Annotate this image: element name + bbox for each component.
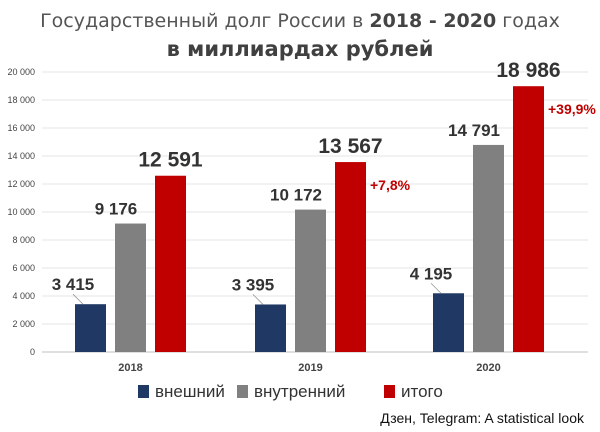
label-leader-line <box>252 294 264 305</box>
x-tick-label: 2020 <box>476 362 500 374</box>
bar-итого-2019 <box>335 162 366 352</box>
source-note: Дзен, Telegram: A statistical look <box>380 410 585 426</box>
label-leader-line <box>430 282 442 294</box>
y-axis: 0 2 000 4 000 6 000 8 000 10 000 12 000 14 000 1… <box>7 67 35 357</box>
change-label: +7,8% <box>370 177 411 193</box>
data-label: 14 791 <box>448 121 500 140</box>
y-tick-label: 20 000 <box>7 67 35 77</box>
y-tick-label: 10 000 <box>7 207 35 217</box>
legend-label: внешний <box>155 382 225 401</box>
bar-внутренний-2018 <box>115 223 146 352</box>
data-label: 9 176 <box>95 200 138 219</box>
data-label: 4 195 <box>410 264 453 283</box>
y-tick-label: 0 <box>30 347 35 357</box>
y-tick-label: 12 000 <box>7 179 35 189</box>
bar-внешний-2018 <box>75 304 106 352</box>
y-tick-label: 16 000 <box>7 123 35 133</box>
x-tick-label: 2018 <box>118 362 142 374</box>
bar-итого-2020 <box>513 86 544 353</box>
y-tick-label: 4 000 <box>12 291 35 301</box>
data-label: 3 415 <box>52 275 95 294</box>
data-label: 12 591 <box>138 149 203 172</box>
chart-subtitle: в миллиардах рублей <box>167 37 434 61</box>
label-leader-line <box>72 293 84 305</box>
y-tick-label: 18 000 <box>7 95 35 105</box>
data-label: 3 395 <box>232 275 275 294</box>
y-tick-label: 2 000 <box>12 319 35 329</box>
legend-swatch-внутренний <box>237 385 248 398</box>
chart-title: Государственный долг России в 2018 - 202… <box>40 10 560 32</box>
legend-swatch-внешний <box>138 385 149 398</box>
data-label: 10 172 <box>270 186 322 205</box>
bars: 3 415 9 176 12 591 3 395 10 172 13 567 +7,8% 4 … <box>52 59 596 353</box>
y-tick-label: 8 000 <box>12 235 35 245</box>
legend-label: итого <box>401 382 443 401</box>
data-label: 13 567 <box>318 135 382 158</box>
x-tick-label: 2019 <box>298 362 322 374</box>
x-axis: 2018 2019 2020 <box>118 362 500 374</box>
legend-swatch-итого <box>384 385 395 398</box>
legend: внешний внутренний итого <box>138 382 443 401</box>
bar-внутренний-2020 <box>473 144 504 352</box>
bar-внутренний-2019 <box>295 209 326 352</box>
y-tick-label: 14 000 <box>7 151 35 161</box>
legend-label: внутренний <box>254 382 345 401</box>
bar-внешний-2019 <box>255 304 286 352</box>
bar-итого-2018 <box>155 175 186 352</box>
y-tick-label: 6 000 <box>12 263 35 273</box>
bar-внешний-2020 <box>433 293 464 352</box>
data-label: 18 986 <box>496 59 560 82</box>
change-label: +39,9% <box>548 101 596 117</box>
